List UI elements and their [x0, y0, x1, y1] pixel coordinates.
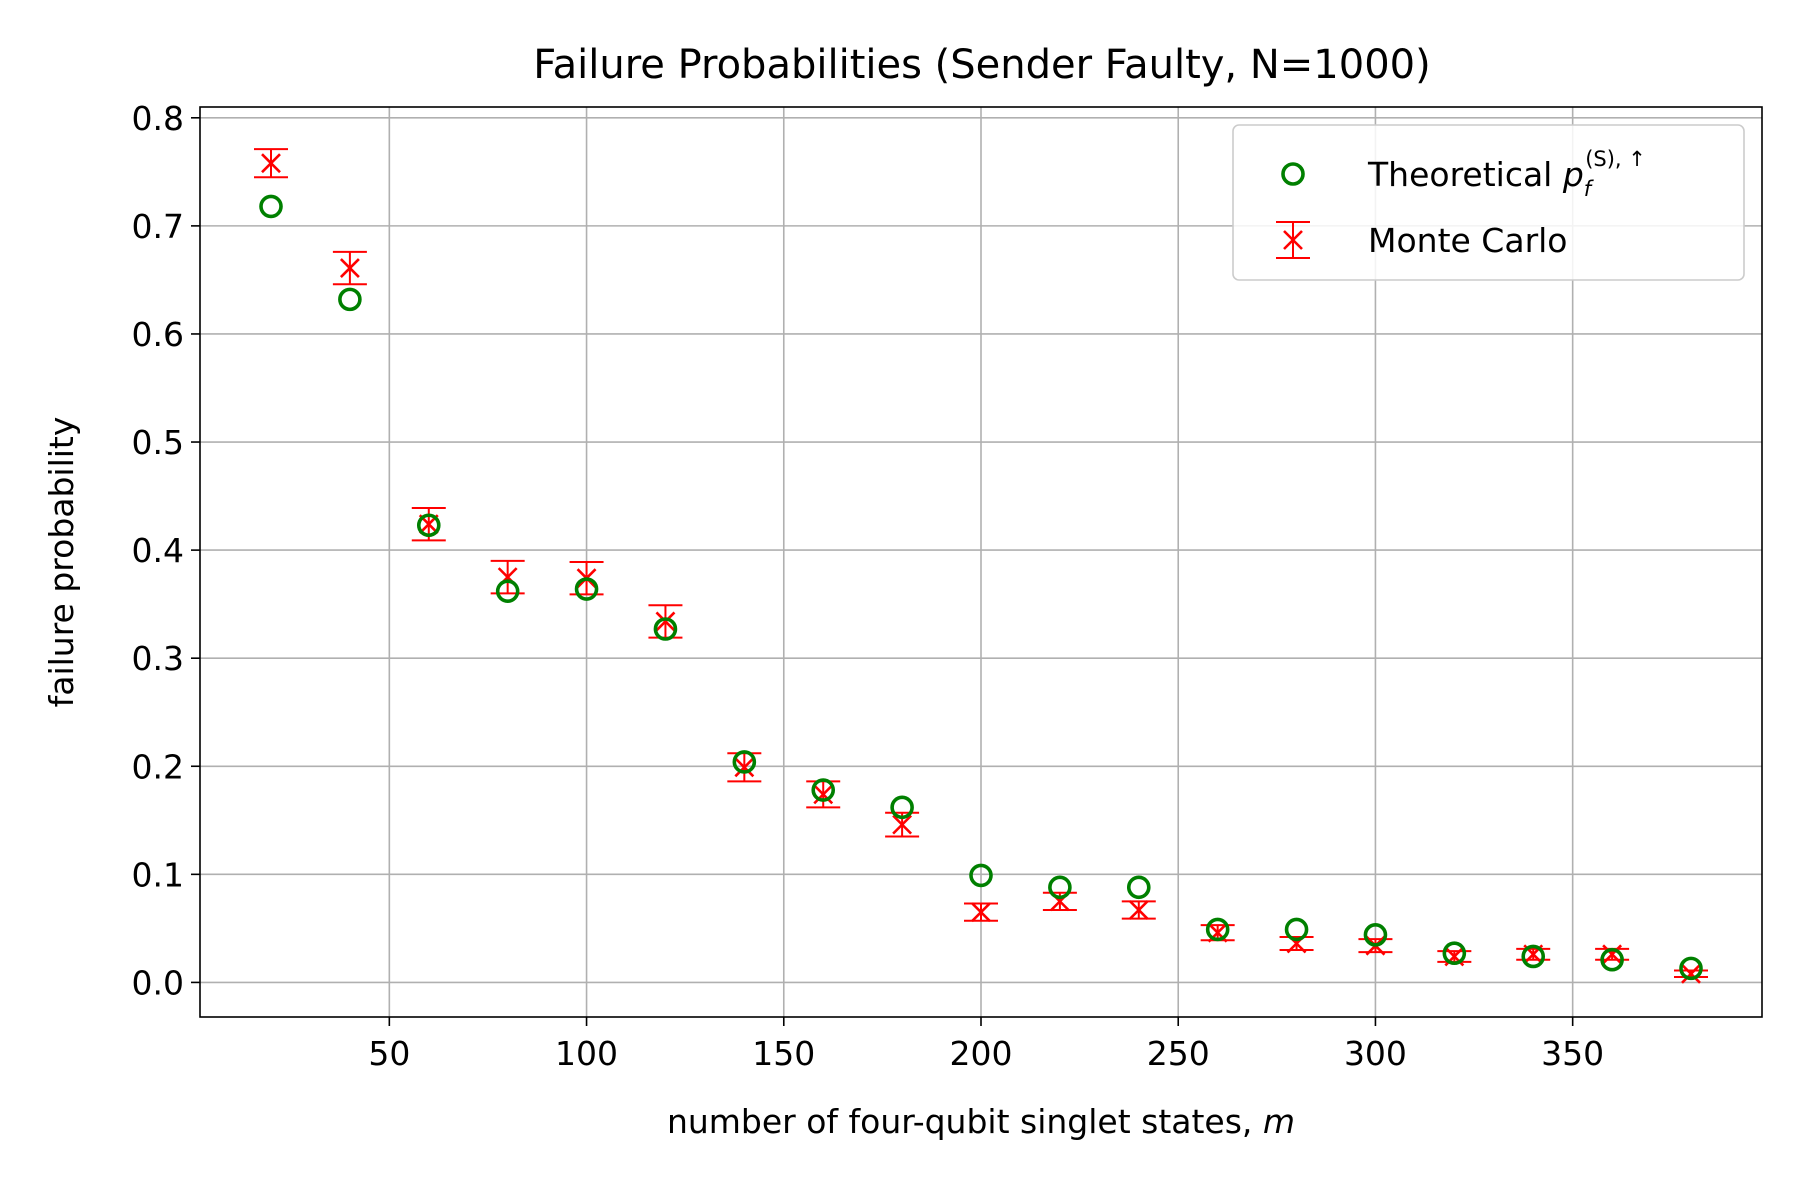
- x-marker-stroke: [1128, 900, 1149, 920]
- theoretical-point: [495, 579, 520, 603]
- x-axis-label: number of four-qubit singlet states, m: [667, 1102, 1295, 1141]
- theoretical-point: [1205, 917, 1230, 942]
- theoretical-point: [1126, 875, 1151, 900]
- x-marker-stroke: [1602, 944, 1623, 965]
- theoretical-point: [653, 617, 678, 641]
- theoretical-point: [259, 194, 283, 219]
- theoretical-point: [811, 778, 836, 802]
- monte-carlo-point: [254, 148, 288, 179]
- x-marker-stroke: [971, 902, 991, 923]
- theoretical-point: [1284, 917, 1309, 942]
- y-tick-label: 0.3: [132, 639, 184, 678]
- x-tick-label: 200: [950, 1034, 1013, 1073]
- x-marker-stroke: [892, 814, 913, 835]
- monte-carlo-point: [1042, 891, 1077, 912]
- y-tick-label: 0.4: [132, 531, 184, 570]
- y-tick-label: 0.8: [132, 99, 184, 138]
- monte-carlo-point: [490, 559, 525, 595]
- y-axis-label: failure probability: [42, 417, 81, 708]
- monte-carlo-point: [727, 752, 762, 783]
- legend-monte-carlo-label: Monte Carlo: [1368, 221, 1568, 260]
- theoretical-point: [1442, 941, 1467, 966]
- x-tick-label: 300: [1344, 1034, 1407, 1073]
- y-tick-label: 0.0: [132, 963, 184, 1002]
- x-tick-label: 250: [1147, 1034, 1210, 1073]
- x-marker-stroke: [339, 258, 360, 278]
- x-tick-label: 150: [752, 1034, 815, 1073]
- legend: Theoretical pf(S), ↑ Monte Carlo: [1232, 124, 1745, 281]
- chart-title: Failure Probabilities (Sender Faulty, N=…: [533, 42, 1430, 88]
- y-tick-label: 0.7: [132, 207, 184, 246]
- monte-carlo-point: [1279, 933, 1314, 954]
- y-tick-label: 0.1: [132, 855, 184, 894]
- x-axis-ticks: 50 100 150 200 250 300 350: [368, 1017, 1604, 1073]
- x-marker-stroke: [655, 611, 676, 632]
- x-marker-stroke: [261, 153, 281, 174]
- theoretical-series: [259, 194, 1703, 981]
- theoretical-point: [1363, 923, 1388, 947]
- theoretical-point: [1521, 944, 1546, 969]
- legend-frame: [1232, 124, 1745, 281]
- theoretical-point: [338, 287, 362, 312]
- x-marker-stroke: [1681, 963, 1701, 984]
- monte-carlo-point: [964, 902, 998, 923]
- x-marker-stroke: [734, 757, 755, 778]
- y-axis-ticks: 0.0 0.1 0.2 0.3 0.4 0.5 0.6 0.7 0.8: [132, 99, 200, 1002]
- y-tick-label: 0.6: [132, 315, 184, 354]
- monte-carlo-point: [332, 250, 367, 286]
- theoretical-point: [1679, 956, 1703, 981]
- x-tick-label: 350: [1541, 1034, 1604, 1073]
- legend-monte-carlo-marker: [1276, 221, 1310, 259]
- y-tick-label: 0.2: [132, 747, 184, 786]
- monte-carlo-point: [648, 604, 683, 639]
- monte-carlo-point: [1121, 900, 1156, 920]
- monte-carlo-point: [806, 780, 841, 809]
- x-marker-stroke: [813, 784, 834, 805]
- legend-theoretical-label: Theoretical pf(S), ↑: [1367, 147, 1646, 201]
- theoretical-point: [416, 513, 441, 538]
- y-tick-label: 0.5: [132, 423, 184, 462]
- theoretical-point: [574, 577, 599, 601]
- theoretical-point: [890, 795, 914, 820]
- theoretical-point: [969, 863, 993, 888]
- theoretical-point: [1600, 947, 1624, 972]
- plot-frame: [199, 106, 1763, 1018]
- x-tick-label: 50: [368, 1034, 410, 1073]
- theoretical-point: [732, 750, 757, 774]
- legend-theoretical-marker: [1281, 162, 1305, 186]
- x-tick-label: 100: [555, 1034, 618, 1073]
- theoretical-point: [1048, 875, 1072, 900]
